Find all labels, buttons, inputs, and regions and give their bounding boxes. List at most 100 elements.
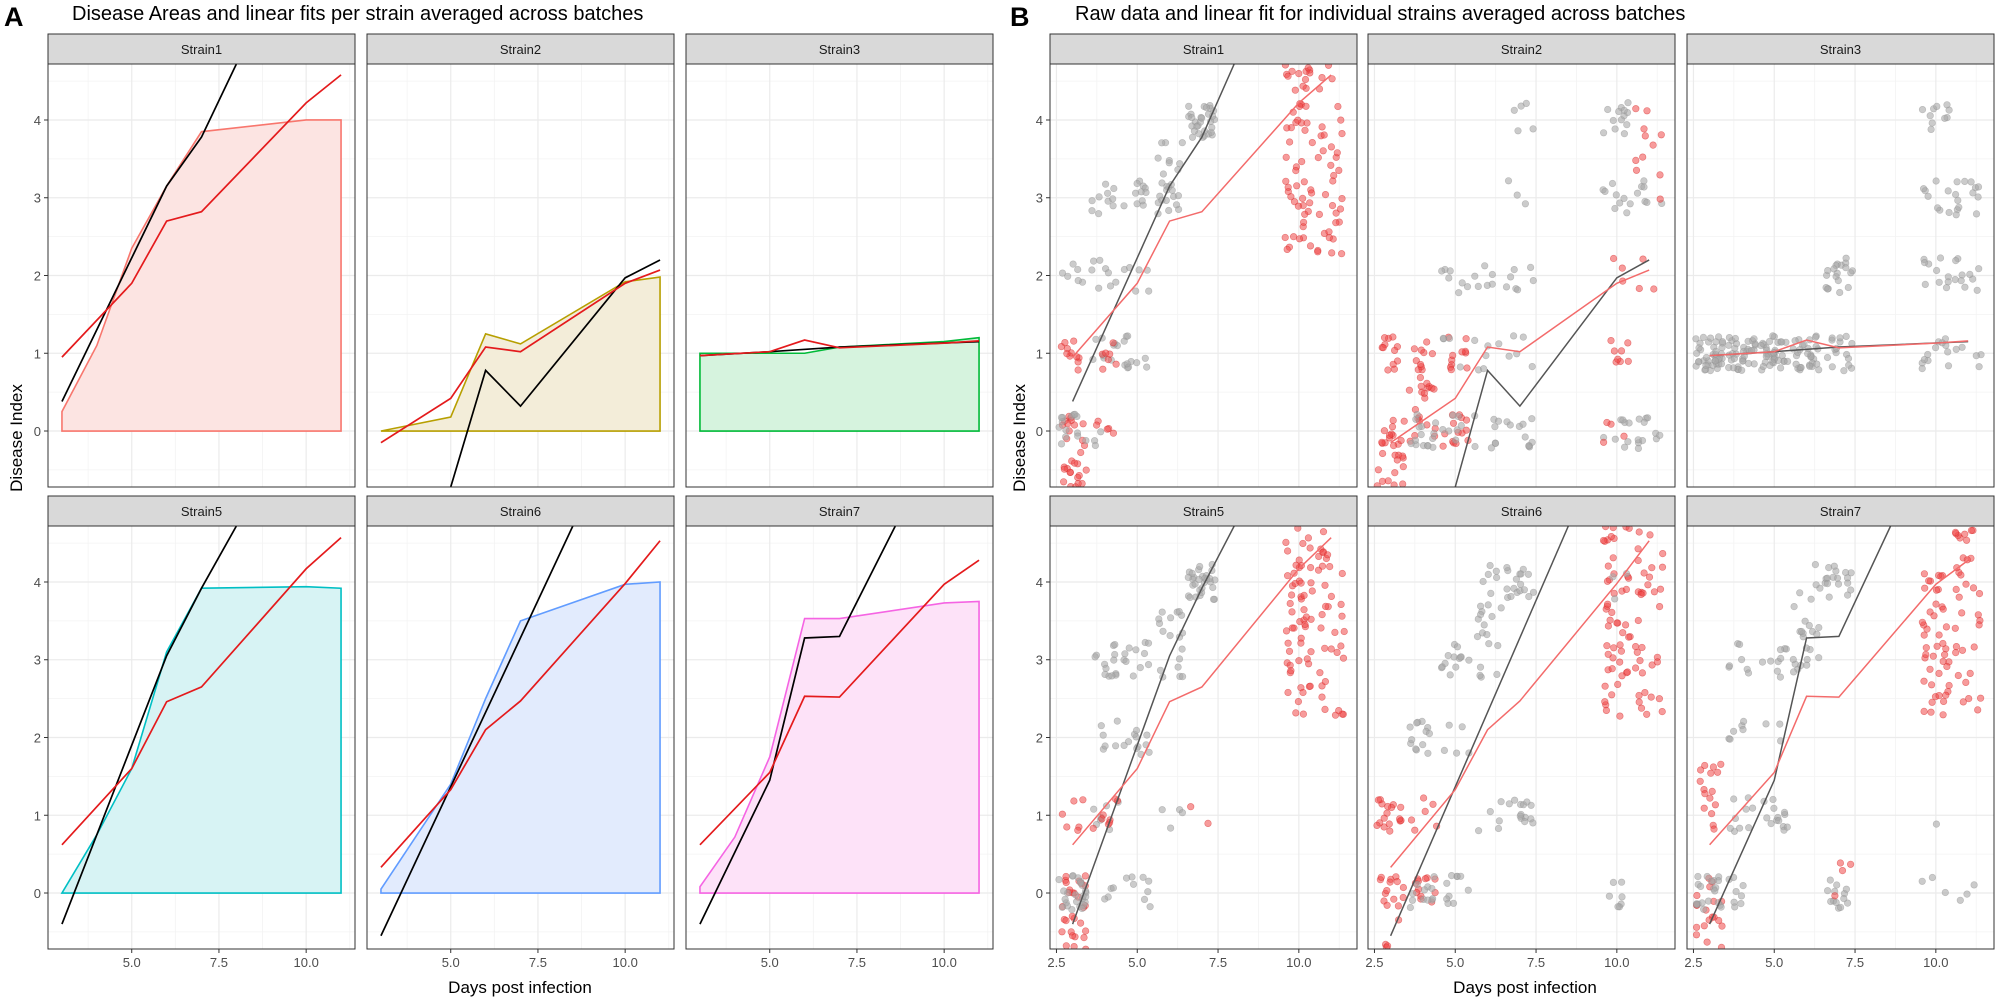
data-point — [1488, 280, 1496, 288]
data-point — [1769, 332, 1777, 340]
data-point — [1639, 255, 1647, 263]
y-tick-label: 2 — [34, 269, 41, 284]
data-point — [1829, 573, 1837, 581]
data-point — [1504, 177, 1513, 185]
data-point — [1421, 394, 1429, 402]
data-point — [1737, 899, 1745, 908]
data-point — [1077, 448, 1085, 457]
data-point — [1174, 663, 1182, 671]
panel-a-facet-strain3: Strain3 — [685, 33, 994, 488]
data-point — [1847, 586, 1855, 594]
data-point — [1951, 624, 1959, 632]
data-point — [1325, 228, 1333, 236]
data-point — [1604, 105, 1612, 114]
data-point — [1166, 824, 1175, 832]
data-point — [1329, 177, 1337, 185]
data-point — [1529, 819, 1537, 827]
data-point — [1380, 814, 1388, 822]
data-point — [1071, 410, 1079, 419]
data-point — [1445, 274, 1453, 282]
data-point — [1449, 351, 1457, 360]
data-point — [1650, 588, 1658, 596]
data-point — [1393, 456, 1401, 464]
panel-a-label: A — [4, 2, 24, 32]
data-point — [1975, 621, 1983, 629]
data-point — [1823, 579, 1832, 588]
data-point — [1635, 698, 1643, 706]
data-point — [1178, 809, 1186, 817]
data-point — [1295, 235, 1304, 243]
data-point — [1120, 741, 1128, 750]
data-point — [1101, 895, 1109, 903]
data-point — [1445, 721, 1453, 729]
data-point — [1379, 344, 1387, 352]
panel-b-title: Raw data and linear fit for individual s… — [1075, 3, 1685, 25]
data-point — [1957, 277, 1965, 285]
data-point — [1405, 386, 1413, 394]
data-point — [1924, 350, 1932, 359]
data-point — [1318, 123, 1326, 131]
x-tick-label: 5.0 — [442, 955, 460, 970]
data-point — [1295, 657, 1303, 665]
facet-strip-label: Strain5 — [1183, 504, 1224, 519]
data-point — [1333, 149, 1341, 157]
data-point — [1783, 357, 1792, 366]
data-point — [1337, 600, 1345, 609]
data-point — [1485, 640, 1493, 648]
data-point — [1140, 895, 1149, 904]
data-point — [1775, 817, 1783, 825]
data-point — [1811, 333, 1820, 341]
data-point — [1640, 125, 1648, 133]
data-point — [1074, 265, 1082, 274]
data-point — [1610, 347, 1618, 355]
data-point — [1643, 198, 1651, 206]
data-point — [1479, 365, 1488, 373]
data-point — [1774, 356, 1782, 365]
data-point — [1291, 579, 1299, 588]
data-point — [1954, 671, 1962, 680]
data-point — [1337, 116, 1345, 124]
data-point — [1101, 670, 1109, 679]
data-point — [1932, 820, 1940, 828]
data-point — [1166, 631, 1174, 640]
data-point — [1140, 649, 1149, 658]
data-point — [1458, 279, 1466, 287]
data-point — [1932, 266, 1941, 275]
data-point — [1932, 600, 1940, 608]
data-point — [1625, 419, 1633, 427]
x-tick-label: 7.5 — [1846, 955, 1864, 970]
y-tick-label: 4 — [1036, 575, 1043, 590]
data-point — [1172, 201, 1181, 209]
data-point — [1293, 182, 1301, 190]
data-point — [1693, 349, 1701, 357]
linear-fit-red — [1390, 269, 1650, 444]
data-point — [1617, 116, 1625, 124]
data-point — [1757, 342, 1765, 350]
data-point — [1921, 584, 1929, 592]
data-point — [1617, 347, 1626, 355]
y-tick-label: 3 — [1036, 191, 1043, 206]
data-point — [1417, 346, 1425, 354]
data-point — [1178, 139, 1186, 147]
data-point — [1066, 468, 1074, 476]
x-tick-label: 10.0 — [613, 955, 638, 970]
data-point — [1287, 667, 1295, 675]
data-point — [1650, 285, 1658, 293]
data-point — [1955, 593, 1963, 601]
data-point — [1428, 350, 1436, 358]
data-point — [1776, 646, 1785, 654]
data-point — [1098, 815, 1106, 823]
data-point — [1406, 723, 1414, 731]
data-point — [1648, 564, 1656, 572]
data-point — [1487, 444, 1495, 452]
data-point — [1321, 705, 1329, 714]
data-point — [1081, 872, 1089, 880]
data-point — [1145, 287, 1153, 295]
data-point — [1603, 418, 1611, 427]
data-point — [1088, 266, 1096, 274]
data-point — [1762, 352, 1770, 361]
data-point — [1706, 334, 1715, 342]
data-point — [1633, 189, 1642, 197]
data-point — [1091, 441, 1099, 450]
data-point — [1132, 726, 1141, 735]
